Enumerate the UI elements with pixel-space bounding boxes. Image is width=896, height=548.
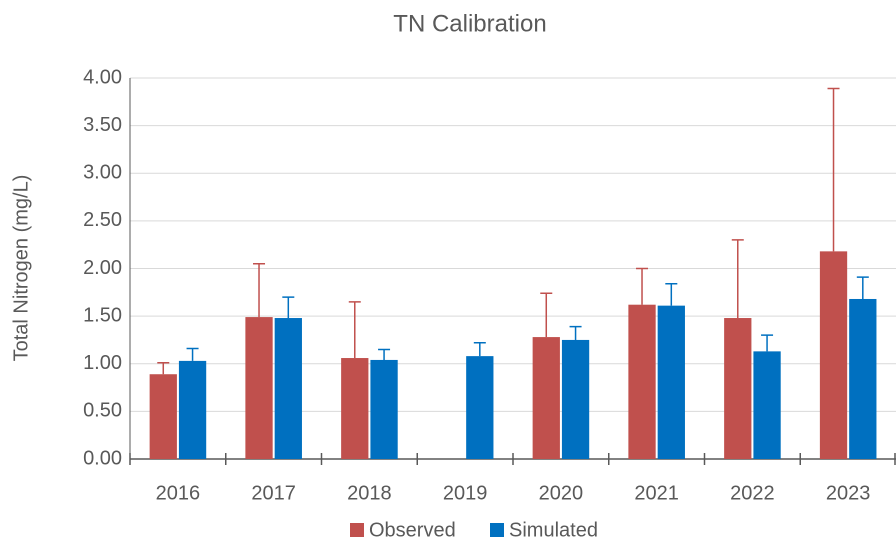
bar [753,351,781,459]
error-bar [636,267,649,305]
y-tick-label: 0.00 [83,447,122,469]
legend-swatch [490,523,504,537]
bar [532,337,560,459]
error-bar [157,362,170,375]
bar [724,318,752,459]
error-bar [569,325,582,340]
x-tick-label: 2018 [347,482,392,504]
error-bar [282,296,295,319]
bar [628,304,656,459]
x-tick-label: 2022 [730,482,775,504]
bar [341,358,369,459]
bar [178,360,207,459]
bar [819,251,848,459]
bar [466,356,494,459]
bar [657,305,685,459]
error-bar [761,334,774,352]
y-tick-label: 1.00 [83,352,122,374]
error-bar [378,348,391,360]
legend-label: Observed [369,519,456,541]
y-tick-label: 2.00 [83,257,122,279]
error-bar [473,342,486,357]
y-tick-label: 3.00 [83,162,122,184]
error-bar [665,282,678,306]
legend-label: Simulated [509,519,598,541]
bar [849,298,877,459]
y-tick-label: 3.50 [83,114,122,136]
x-tick-label: 2016 [156,482,201,504]
error-bar [186,347,199,361]
legend-swatch [350,523,364,537]
y-tick-label: 2.50 [83,209,122,231]
bar [245,317,273,459]
bar [370,359,398,459]
x-tick-label: 2017 [251,482,296,504]
bar [149,374,177,459]
error-bar [731,239,744,319]
x-tick-label: 2019 [443,482,488,504]
x-tick-label: 2020 [539,482,584,504]
chart-title: TN Calibration [393,10,546,37]
error-bar [348,301,361,359]
error-bar [827,87,840,252]
y-axis-label: Total Nitrogen (mg/L) [10,175,32,362]
y-tick-label: 1.50 [83,304,122,326]
error-bar [856,276,869,299]
bar [274,318,302,459]
y-tick-label: 4.00 [83,66,122,88]
bar [561,339,590,459]
error-bar [253,262,266,318]
error-bar [540,292,553,338]
y-tick-label: 0.50 [83,400,122,422]
x-tick-label: 2023 [826,482,871,504]
x-tick-label: 2021 [634,482,679,504]
